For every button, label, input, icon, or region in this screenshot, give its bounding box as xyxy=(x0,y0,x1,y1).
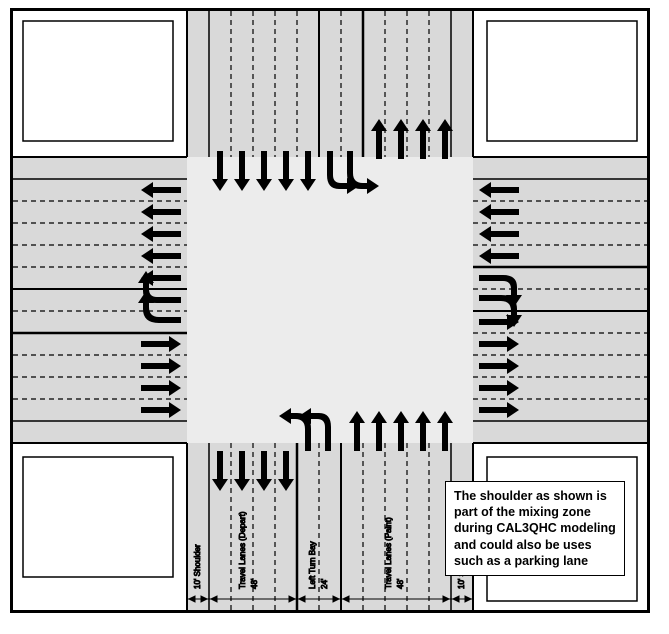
dim-depart-dim: 48' xyxy=(250,578,259,589)
dim-approach: Travel Lanes (Paint) xyxy=(384,517,393,589)
dim-depart: Travel Lanes (Depart) xyxy=(238,511,247,589)
dim-lt: Left Turn Bay xyxy=(308,541,317,589)
diagram-frame: 10' Shoulder Travel Lanes (Depart) 48' L… xyxy=(0,0,669,634)
dim-approach-dim: 48' xyxy=(396,578,405,589)
dim-shoulder-left: 10' Shoulder xyxy=(193,544,202,589)
diagram-border: 10' Shoulder Travel Lanes (Depart) 48' L… xyxy=(10,8,650,613)
dim-lt-dim: 24' xyxy=(320,578,329,589)
shoulder-note: The shoulder as shown is part of the mix… xyxy=(445,481,625,576)
